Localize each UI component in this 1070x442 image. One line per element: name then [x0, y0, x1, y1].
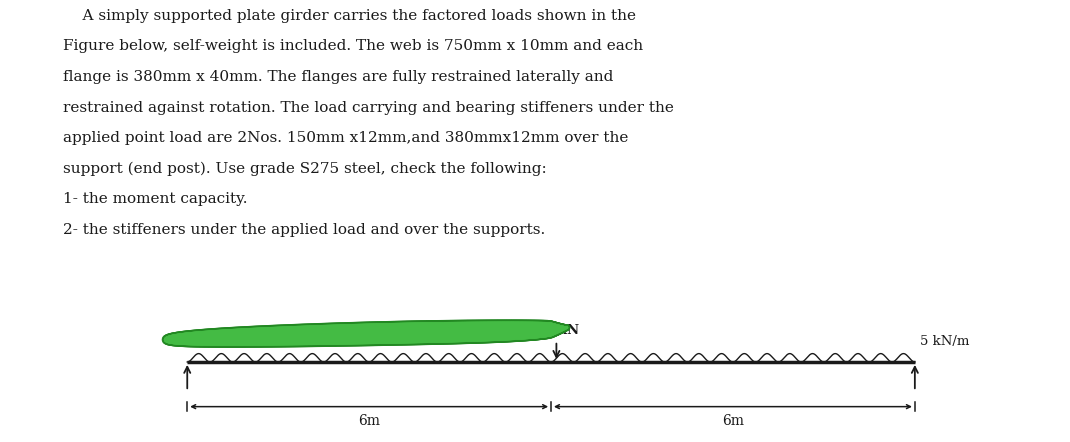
Text: 6m: 6m: [722, 415, 744, 428]
Text: restrained against rotation. The load carrying and bearing stiffeners under the: restrained against rotation. The load ca…: [63, 101, 674, 114]
Text: applied point load are 2Nos. 150mm x12mm,and 380mmx12mm over the: applied point load are 2Nos. 150mm x12mm…: [63, 131, 629, 145]
Text: 5 kN/m: 5 kN/m: [920, 335, 969, 348]
Text: A simply supported plate girder carries the factored loads shown in the: A simply supported plate girder carries …: [63, 9, 637, 23]
Text: Figure below, self-weight is included. The web is 750mm x 10mm and each: Figure below, self-weight is included. T…: [63, 39, 643, 53]
Text: 6m: 6m: [358, 415, 380, 428]
Text: 2- the stiffeners under the applied load and over the supports.: 2- the stiffeners under the applied load…: [63, 223, 546, 237]
Text: 800KN: 800KN: [529, 324, 580, 337]
Text: flange is 380mm x 40mm. The flanges are fully restrained laterally and: flange is 380mm x 40mm. The flanges are …: [63, 70, 614, 84]
Text: support (end post). Use grade S275 steel, check the following:: support (end post). Use grade S275 steel…: [63, 162, 547, 176]
Text: 1- the moment capacity.: 1- the moment capacity.: [63, 192, 248, 206]
